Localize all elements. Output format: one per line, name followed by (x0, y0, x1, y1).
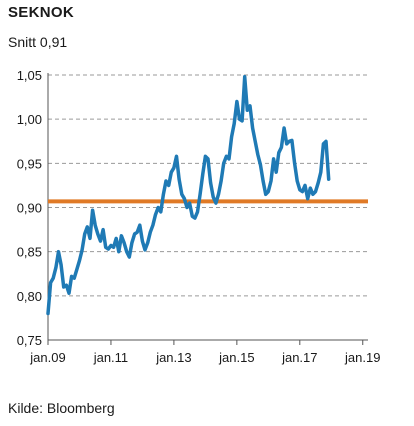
y-tick-label: 1,05 (17, 68, 42, 83)
x-tick-label: jan.13 (155, 350, 191, 365)
y-tick-label: 0,80 (17, 289, 42, 304)
y-tick-label: 0,75 (17, 333, 42, 348)
axes (47, 73, 368, 345)
series-line-seknok (46, 75, 331, 316)
x-tick-label: jan.19 (344, 350, 380, 365)
x-tick-label: jan.17 (281, 350, 317, 365)
source-note: Kilde: Bloomberg (8, 400, 115, 416)
chart-title: SEKNOK (8, 4, 74, 21)
series-group (46, 75, 331, 316)
x-tick-label: jan.09 (29, 350, 65, 365)
y-tick-label: 0,85 (17, 245, 42, 260)
chart-subtitle: Snitt 0,91 (8, 34, 68, 50)
x-tick-label: jan.11 (93, 350, 128, 365)
y-tick-label: 0,90 (17, 201, 42, 216)
x-tick-label: jan.15 (218, 350, 254, 365)
y-tick-label: 1,00 (17, 112, 42, 127)
y-tick-label: 0,95 (17, 156, 42, 171)
tick-labels: 0,75 0,80 0,85 0,90 0,95 1,00 1,05 jan.09 jan.11… (17, 68, 381, 365)
gridlines (48, 74, 368, 297)
